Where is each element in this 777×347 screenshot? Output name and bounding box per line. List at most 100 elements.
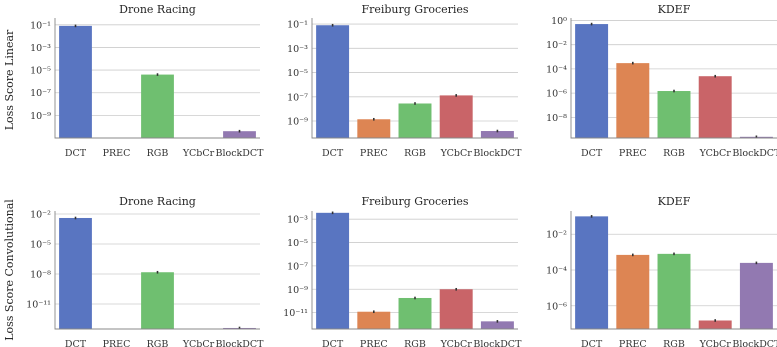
x-tick-label-blockdct: BlockDCT [215, 148, 264, 159]
x-tick-label-prec: PREC [103, 339, 131, 347]
x-tick-label-ycbcr: YCbCr [699, 148, 732, 159]
bar-blockdct [223, 131, 256, 138]
y-tick-label: 10⁻⁸ [30, 270, 51, 281]
panel-title: Drone Racing [119, 3, 196, 16]
panel-title: KDEF [658, 195, 691, 208]
x-tick-label-blockdct: BlockDCT [473, 339, 522, 347]
bar-dct [316, 25, 350, 138]
panel-1-freiburg-groceries: Freiburg Groceries 10⁻¹¹ 10⁻⁹ 10⁻⁷ 10⁻⁵ 10⁻³ D… [283, 195, 522, 347]
bar-ycbcr [439, 289, 473, 329]
x-tick-label-dct: DCT [65, 339, 87, 347]
bar-ycbcr [698, 320, 732, 329]
y-tick-label: 10⁻³ [287, 44, 308, 55]
bar-blockdct [739, 262, 773, 329]
y-tick-label: 10⁻⁷ [30, 88, 51, 99]
y-tick-label: 10⁻⁴ [546, 266, 567, 277]
x-tick-label-rgb: RGB [404, 339, 426, 347]
panel-title: Freiburg Groceries [361, 3, 468, 16]
y-tick-label: 10⁻⁷ [287, 261, 308, 272]
x-tick-label-blockdct: BlockDCT [473, 148, 522, 159]
bar-rgb [398, 103, 432, 138]
bar-prec [616, 63, 650, 138]
bar-ycbcr [439, 95, 473, 138]
bar-dct [59, 25, 92, 138]
y-tick-label: 10⁻⁷ [287, 92, 308, 103]
bar-dct [575, 216, 609, 329]
x-tick-label-rgb: RGB [663, 148, 685, 159]
y-tick-label: 10⁻² [546, 230, 567, 241]
y-tick-label: 10⁻⁶ [546, 301, 567, 312]
panel-1-drone-racing: Drone Racing 10⁻¹¹ 10⁻⁸ 10⁻⁵ 10⁻² DCT PREC RGB Y… [26, 195, 264, 347]
bar-dct [59, 217, 92, 329]
bar-rgb [141, 74, 174, 138]
x-tick-label-ycbcr: YCbCr [440, 148, 473, 159]
row-label-linear: Loss Score Linear [3, 29, 16, 130]
y-tick-label: 10⁻¹¹ [283, 308, 308, 319]
x-tick-label-rgb: RGB [147, 148, 169, 159]
x-tick-label-dct: DCT [581, 339, 603, 347]
bar-prec [357, 119, 391, 138]
chart-panels: Drone Racing 10⁻⁹ 10⁻⁷ 10⁻⁵ 10⁻³ 10⁻¹ DCT PREC R… [26, 3, 777, 347]
y-tick-label: 10⁻¹¹ [26, 300, 51, 311]
y-tick-label: 10⁻⁵ [30, 240, 51, 251]
x-tick-label-prec: PREC [360, 148, 388, 159]
x-tick-label-blockdct: BlockDCT [732, 148, 777, 159]
axis-spine [54, 211, 260, 330]
x-tick-label-blockdct: BlockDCT [215, 339, 264, 347]
x-tick-label-ycbcr: YCbCr [182, 148, 215, 159]
x-tick-label-prec: PREC [360, 339, 388, 347]
x-tick-label-dct: DCT [322, 339, 344, 347]
y-tick-label: 10⁻⁹ [287, 117, 308, 128]
x-tick-label-ycbcr: YCbCr [699, 339, 732, 347]
bar-rgb [141, 272, 174, 329]
panel-title: Drone Racing [119, 195, 196, 208]
x-tick-label-ycbcr: YCbCr [182, 339, 215, 347]
bar-blockdct [480, 131, 514, 138]
bar-rgb [657, 253, 691, 329]
x-tick-label-ycbcr: YCbCr [440, 339, 473, 347]
x-tick-label-rgb: RGB [404, 148, 426, 159]
x-tick-label-prec: PREC [103, 148, 131, 159]
bar-dct [316, 212, 350, 329]
bar-prec [616, 254, 650, 329]
axis-spine [311, 18, 518, 139]
x-tick-label-dct: DCT [581, 148, 603, 159]
y-tick-label: 10⁻⁸ [546, 113, 567, 124]
bar-dct [575, 24, 609, 139]
y-tick-label: 10⁻⁵ [30, 66, 51, 77]
panel-0-drone-racing: Drone Racing 10⁻⁹ 10⁻⁷ 10⁻⁵ 10⁻³ 10⁻¹ DCT PREC R… [30, 3, 264, 159]
x-tick-label-prec: PREC [619, 148, 647, 159]
axis-spine [54, 18, 260, 139]
axis-spine [570, 18, 777, 139]
axis-spine [311, 211, 518, 330]
x-tick-label-prec: PREC [619, 339, 647, 347]
bar-blockdct [480, 321, 514, 329]
row-label-convolutional: Loss Score Convolutional [3, 199, 16, 341]
panel-1-kdef: KDEF 10⁻⁶ 10⁻⁴ 10⁻² DCT PREC RGB YCbCr BlockDCT [546, 195, 777, 347]
y-tick-label: 10⁰ [551, 16, 567, 27]
y-tick-label: 10⁻⁶ [546, 89, 567, 100]
y-tick-label: 10⁻³ [287, 215, 308, 226]
bar-ycbcr [698, 76, 732, 138]
x-tick-label-dct: DCT [322, 148, 344, 159]
bar-rgb [657, 91, 691, 138]
y-tick-label: 10⁻⁵ [287, 68, 308, 79]
y-tick-label: 10⁻⁹ [30, 111, 51, 122]
bar-prec [357, 311, 391, 329]
x-tick-label-dct: DCT [65, 148, 87, 159]
x-tick-label-blockdct: BlockDCT [732, 339, 777, 347]
y-tick-label: 10⁻⁴ [546, 64, 567, 75]
axis-spine [570, 211, 777, 330]
y-tick-label: 10⁻² [546, 40, 567, 51]
panel-title: KDEF [658, 3, 691, 16]
y-tick-label: 10⁻⁹ [287, 285, 308, 296]
panel-0-freiburg-groceries: Freiburg Groceries 10⁻⁹ 10⁻⁷ 10⁻⁵ 10⁻³ 10⁻¹ DC… [287, 3, 522, 159]
panel-0-kdef: KDEF 10⁻⁸ 10⁻⁶ 10⁻⁴ 10⁻² 10⁰ DCT PREC RGB YCbCr Bl… [546, 3, 777, 159]
y-tick-label: 10⁻¹ [30, 20, 51, 31]
y-tick-label: 10⁻³ [30, 43, 51, 54]
panel-title: Freiburg Groceries [361, 195, 468, 208]
x-tick-label-rgb: RGB [663, 339, 685, 347]
y-tick-label: 10⁻⁵ [287, 238, 308, 249]
y-tick-label: 10⁻² [30, 210, 51, 221]
